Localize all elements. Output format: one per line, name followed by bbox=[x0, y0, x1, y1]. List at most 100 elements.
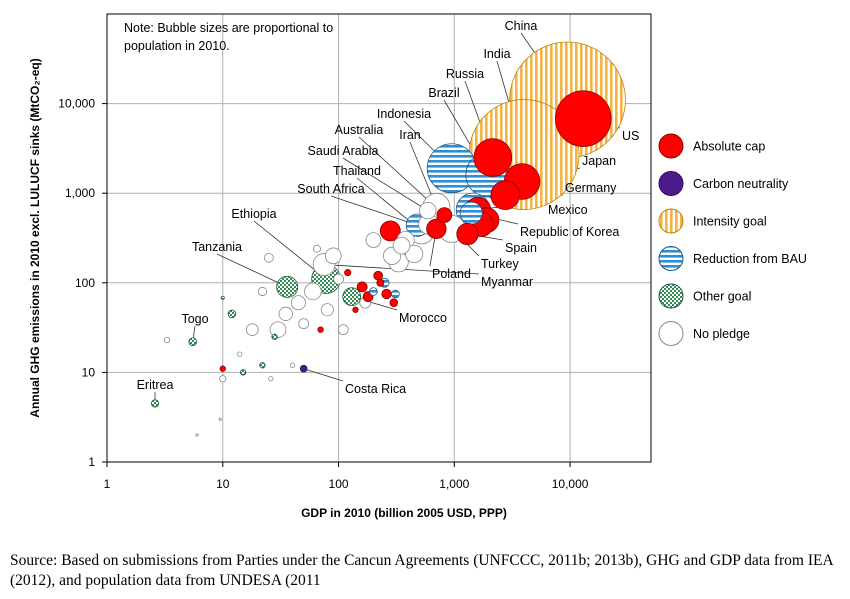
y-tick-label: 1,000 bbox=[65, 186, 95, 200]
bubble bbox=[365, 232, 382, 248]
bubble bbox=[268, 376, 274, 382]
bubble bbox=[376, 278, 385, 287]
label-tanzania: Tanzania bbox=[192, 240, 242, 254]
y-tick-label: 100 bbox=[75, 276, 95, 290]
legend-label-cap: Absolute cap bbox=[693, 140, 765, 154]
label-turkey: Turkey bbox=[481, 257, 519, 271]
label-costa-rica: Costa Rica bbox=[345, 382, 406, 396]
bubble-chart: 1 10 100 1,000 10,000 1 10 100 1,000 10,000 China… bbox=[28, 13, 807, 520]
label-thailand: Thailand bbox=[333, 164, 381, 178]
bubble bbox=[289, 362, 296, 368]
axis-ticks: 1 10 100 1,000 10,000 1 10 100 1,000 10,000 bbox=[58, 97, 588, 491]
chart-note-line-2: population in 2010. bbox=[124, 39, 230, 53]
label-us: US bbox=[622, 129, 639, 143]
bubble bbox=[246, 323, 259, 336]
bubble bbox=[218, 417, 222, 421]
bubble bbox=[333, 273, 344, 285]
label-eritrea: Eritrea bbox=[137, 378, 174, 392]
legend-label-intensity: Intensity goal bbox=[693, 215, 767, 229]
x-tick-label: 10,000 bbox=[552, 477, 589, 491]
label-ethiopia: Ethiopia bbox=[231, 207, 276, 221]
x-tick-label: 100 bbox=[329, 477, 349, 491]
plot-area bbox=[106, 13, 652, 463]
bubble-republic-of-korea bbox=[459, 201, 483, 225]
bubble bbox=[369, 287, 378, 296]
bubble bbox=[237, 351, 243, 357]
leader-indonesia bbox=[403, 120, 435, 152]
bubble bbox=[320, 303, 334, 317]
label-mexico: Mexico bbox=[548, 203, 588, 217]
bubble-tanzania bbox=[276, 275, 299, 298]
legend-swatch-neutral bbox=[658, 171, 684, 196]
bubble bbox=[373, 270, 384, 281]
y-tick-label: 10,000 bbox=[58, 97, 95, 111]
legend-swatch-intensity bbox=[658, 208, 684, 234]
legend-swatch-cap bbox=[658, 133, 684, 159]
bubble-us bbox=[555, 90, 612, 147]
y-axis-title: Annual GHG emissions in 2010 excl. LULUC… bbox=[28, 58, 42, 417]
bubble bbox=[220, 295, 225, 300]
bubble bbox=[271, 333, 278, 340]
bubble bbox=[317, 326, 324, 333]
x-tick-label: 1 bbox=[104, 477, 111, 491]
leader-myanmar bbox=[334, 264, 480, 275]
bubble bbox=[269, 321, 287, 338]
legend-label-none: No pledge bbox=[693, 327, 750, 341]
bubble bbox=[219, 375, 227, 383]
label-spain: Spain bbox=[505, 241, 537, 255]
bubble bbox=[392, 236, 411, 255]
label-india: India bbox=[483, 47, 510, 61]
label-iran: Iran bbox=[399, 128, 421, 142]
label-japan: Japan bbox=[582, 154, 616, 168]
leader-costa-rica bbox=[306, 369, 344, 382]
country-labels: China India US Indonesia Brazil Russia Japan Me… bbox=[137, 19, 640, 396]
bubble-australia bbox=[436, 207, 453, 223]
label-china: China bbox=[505, 19, 538, 33]
bubble bbox=[195, 433, 199, 437]
chart-note-line-1: Note: Bubble sizes are proportional to bbox=[124, 21, 333, 35]
bubble bbox=[259, 362, 266, 369]
bubble bbox=[389, 298, 399, 307]
bubble bbox=[219, 365, 226, 372]
bubble bbox=[227, 309, 237, 319]
label-germany: Germany bbox=[565, 181, 617, 195]
x-tick-label: 1,000 bbox=[439, 477, 469, 491]
bubble-saudi-arabia bbox=[419, 201, 437, 220]
bubble bbox=[344, 269, 352, 277]
bubble-poland bbox=[426, 218, 447, 240]
bubble bbox=[352, 306, 359, 313]
bubble bbox=[263, 252, 274, 263]
bubble-eritrea bbox=[151, 399, 160, 408]
leader-ethiopia bbox=[253, 220, 316, 271]
leader-saudi-arabia bbox=[342, 157, 422, 207]
bubbles bbox=[151, 41, 626, 437]
label-brazil: Brazil bbox=[428, 86, 459, 100]
leader-china bbox=[520, 32, 535, 53]
label-poland: Poland bbox=[432, 267, 471, 281]
leader-poland bbox=[429, 238, 436, 267]
bubble bbox=[278, 306, 293, 321]
legend: Absolute cap Carbon neutrality Intensity g… bbox=[658, 133, 807, 346]
bubble-germany bbox=[490, 180, 520, 210]
leader-thailand bbox=[356, 177, 412, 223]
bubble bbox=[298, 318, 310, 330]
leader-tanzania bbox=[216, 253, 278, 283]
leader-south-africa bbox=[330, 195, 407, 222]
bubble bbox=[391, 289, 400, 299]
bubble bbox=[337, 324, 349, 336]
bubble bbox=[304, 282, 322, 301]
leader-togo bbox=[192, 325, 196, 338]
legend-label-other: Other goal bbox=[693, 290, 751, 304]
y-tick-label: 1 bbox=[88, 455, 95, 469]
y-tick-label: 10 bbox=[82, 365, 96, 379]
bubble bbox=[324, 247, 342, 265]
bubble bbox=[381, 288, 392, 300]
x-axis-title: GDP in 2010 (billion 2005 USD, PPP) bbox=[301, 506, 507, 520]
legend-swatch-bau bbox=[658, 246, 684, 271]
bubble bbox=[312, 244, 321, 253]
legend-swatch-other bbox=[658, 283, 684, 309]
bubble bbox=[240, 369, 247, 376]
label-russia: Russia bbox=[446, 67, 484, 81]
bubble-costa-rica bbox=[299, 364, 308, 373]
leader-australia bbox=[358, 136, 440, 211]
